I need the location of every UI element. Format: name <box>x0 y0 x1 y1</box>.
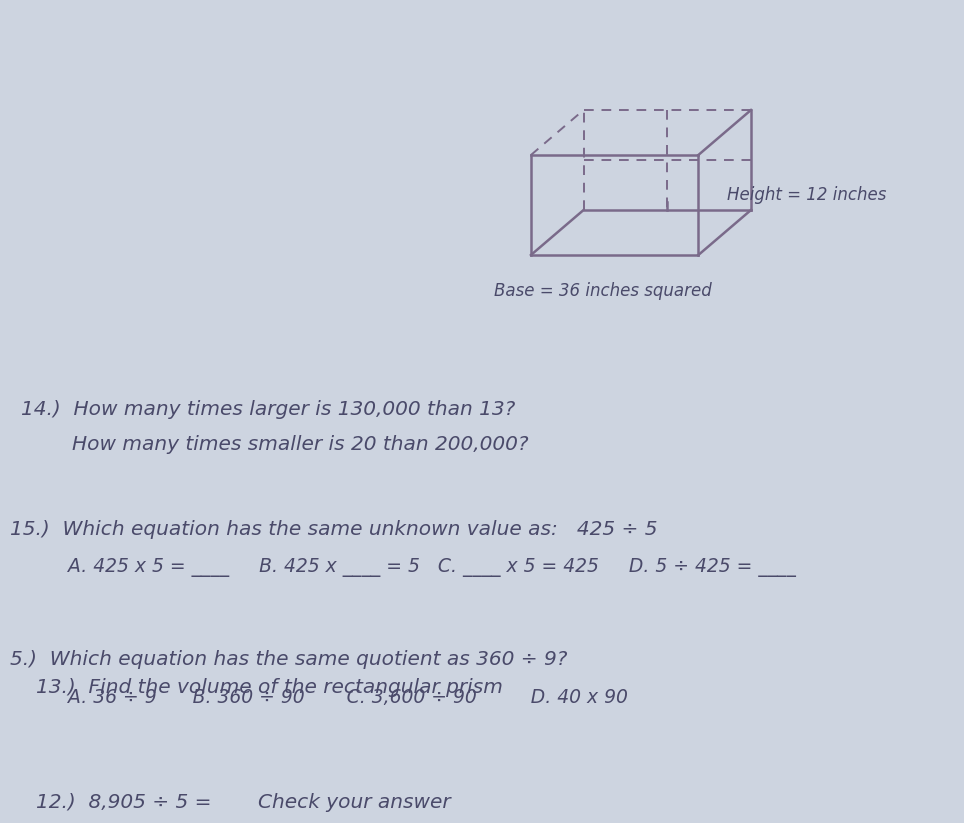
Text: Height = 12 inches: Height = 12 inches <box>727 186 887 204</box>
Text: How many times smaller is 20 than 200,000?: How many times smaller is 20 than 200,00… <box>21 435 528 454</box>
Text: 5.)  Which equation has the same quotient as 360 ÷ 9?: 5.) Which equation has the same quotient… <box>10 650 567 669</box>
Text: A. 36 ÷ 9      B. 360 ÷ 90       C. 3,600 ÷ 90         D. 40 x 90: A. 36 ÷ 9 B. 360 ÷ 90 C. 3,600 ÷ 90 D. 4… <box>39 688 629 707</box>
Text: Check your answer: Check your answer <box>258 793 451 812</box>
Text: 15.)  Which equation has the same unknown value as:   425 ÷ 5: 15.) Which equation has the same unknown… <box>10 520 657 539</box>
Text: Base = 36 inches squared: Base = 36 inches squared <box>494 282 711 300</box>
Text: 12.)  8,905 ÷ 5 =: 12.) 8,905 ÷ 5 = <box>37 793 212 812</box>
Text: A. 425 x 5 = ____     B. 425 x ____ = 5   C. ____ x 5 = 425     D. 5 ÷ 425 = ___: A. 425 x 5 = ____ B. 425 x ____ = 5 C. _… <box>39 558 796 577</box>
Text: 14.)  How many times larger is 130,000 than 13?: 14.) How many times larger is 130,000 th… <box>21 400 516 419</box>
Text: 13.)  Find the volume of the rectangular prism: 13.) Find the volume of the rectangular … <box>37 678 503 697</box>
